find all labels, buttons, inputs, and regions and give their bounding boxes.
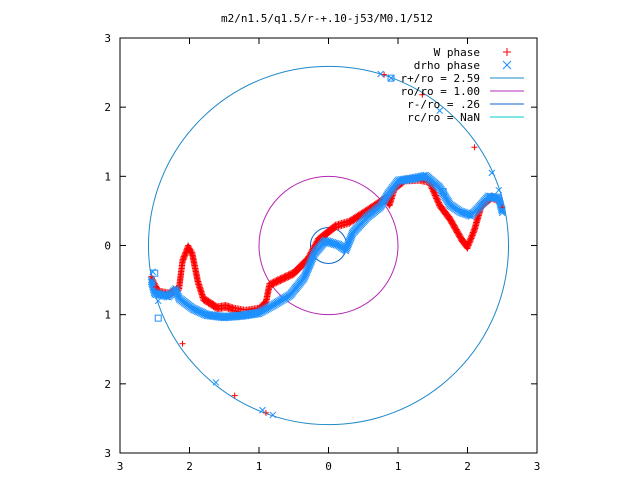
w-phase-point xyxy=(464,245,471,252)
square-point xyxy=(151,269,159,277)
y-tick-label: 0 xyxy=(104,240,111,253)
w-phase-point xyxy=(281,276,288,283)
w-phase-point xyxy=(278,277,285,284)
w-phase-point xyxy=(465,244,472,251)
legend-label: W phase xyxy=(434,46,480,59)
w-phase-point xyxy=(282,275,289,282)
square-point xyxy=(154,314,162,322)
x-tick-label: 2 xyxy=(186,460,193,473)
w-phase-point xyxy=(153,284,160,290)
w-phase-point xyxy=(467,236,474,243)
y-tick-label: 3 xyxy=(104,447,111,460)
w-phase-point xyxy=(180,257,187,264)
w-phase-point xyxy=(288,273,295,280)
square-point xyxy=(439,188,447,196)
y-tick-label: 1 xyxy=(104,170,111,183)
drho-phase-point xyxy=(259,406,266,414)
w-phase-point xyxy=(286,273,293,280)
w-phase-point xyxy=(280,276,287,283)
w-phase-point xyxy=(285,274,292,281)
w-phase-point xyxy=(468,235,475,242)
drho-phase-point xyxy=(488,169,496,177)
w-phase-point xyxy=(469,233,476,240)
drho-phase-point xyxy=(436,107,444,114)
w-phase-point xyxy=(266,283,273,290)
drho-phase-point xyxy=(212,379,220,386)
w-phase-point xyxy=(273,280,280,287)
x-tick-label: 2 xyxy=(464,460,471,473)
drho-phase-point xyxy=(154,297,162,305)
legend-label: ro/ro = 1.00 xyxy=(401,85,480,98)
w-phase-point xyxy=(284,274,291,281)
square-point xyxy=(387,74,395,82)
w-phase-point xyxy=(471,144,478,151)
drho-phase-point xyxy=(387,74,395,82)
circle-mark xyxy=(258,175,399,316)
legend-label: drho phase xyxy=(414,59,480,72)
w-phase-point xyxy=(465,242,472,249)
w-phase-point xyxy=(270,281,277,288)
chart-title: m2/n1.5/q1.5/r-+.10-j53/M0.1/512 xyxy=(221,12,433,25)
w-phase-point xyxy=(466,241,473,248)
w-phase-point xyxy=(277,278,284,285)
w-phase-point xyxy=(180,256,187,263)
legend-label: r-/ro = .26 xyxy=(407,98,480,111)
drho-phase-point xyxy=(269,411,277,419)
w-phase-point xyxy=(231,392,238,399)
w-phase-point xyxy=(274,279,281,286)
w-phase-point xyxy=(467,238,474,245)
w-phase-point xyxy=(182,251,189,258)
legend-label: rc/ro = NaN xyxy=(407,111,480,124)
drho-phase-point xyxy=(498,207,506,215)
w-phase-point xyxy=(179,340,186,347)
w-phase-point xyxy=(470,229,477,236)
y-tick-label: 2 xyxy=(104,101,111,114)
x-tick-label: 0 xyxy=(325,460,332,473)
y-tick-label: 1 xyxy=(104,309,111,322)
y-tick-label: 3 xyxy=(104,32,111,45)
w-phase-point xyxy=(469,232,476,239)
circle-mark xyxy=(147,65,510,426)
w-phase-point xyxy=(262,409,269,416)
w-phase-point xyxy=(276,278,283,285)
w-phase-point xyxy=(271,280,278,287)
w-phase-point xyxy=(179,259,186,266)
w-phase-point xyxy=(331,225,338,232)
w-phase-point xyxy=(267,282,274,289)
w-phase-point xyxy=(269,282,276,289)
legend-swatch xyxy=(503,48,511,56)
x-tick-label: 3 xyxy=(117,460,124,473)
drho-phase-point xyxy=(498,206,506,213)
w-phase-point xyxy=(419,91,426,98)
w-phase-point xyxy=(381,71,388,78)
w-phase-point xyxy=(181,253,188,260)
x-tick-label: 1 xyxy=(256,460,263,473)
drho-phase-point xyxy=(377,70,384,78)
w-phase-point xyxy=(182,252,189,259)
x-tick-label: 1 xyxy=(395,460,402,473)
w-phase-point xyxy=(470,231,477,238)
x-tick-label: 3 xyxy=(534,460,541,473)
w-phase-point xyxy=(466,239,473,246)
w-phase-point xyxy=(181,255,188,262)
legend-label: r+/ro = 2.59 xyxy=(401,72,480,85)
drho-phase-point xyxy=(495,186,503,194)
legend-swatch xyxy=(502,60,512,70)
y-tick-label: 2 xyxy=(104,378,111,391)
